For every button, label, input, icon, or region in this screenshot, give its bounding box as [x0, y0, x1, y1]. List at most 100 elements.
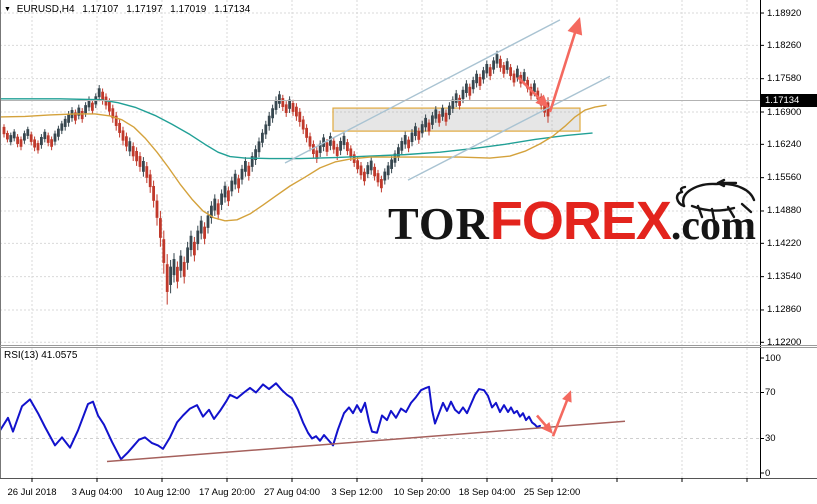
- candle-body: [46, 135, 50, 143]
- candle-body: [301, 119, 305, 130]
- candle-body: [335, 147, 339, 156]
- rsi-tick-label: 0: [765, 467, 771, 479]
- rsi-arrow-down-head: [541, 421, 553, 434]
- rsi-arrow-up-shaft: [551, 395, 571, 437]
- candle-body: [121, 130, 125, 141]
- candle-body: [176, 266, 179, 282]
- candle-body: [492, 60, 495, 70]
- candle-body: [26, 129, 30, 136]
- candle-body: [349, 148, 353, 158]
- candle-body: [424, 117, 427, 128]
- candle-body: [543, 103, 546, 113]
- candle-body: [162, 239, 166, 263]
- watermark-text-tor: TOR: [388, 198, 490, 249]
- candle-body: [12, 131, 16, 139]
- candle-body: [16, 136, 19, 144]
- candle-body: [261, 132, 264, 143]
- candle-body: [499, 58, 502, 68]
- candle-body: [128, 141, 132, 152]
- candle-body: [84, 105, 87, 114]
- candle-body: [312, 144, 315, 155]
- candle-body: [216, 203, 220, 215]
- candle-body: [482, 70, 485, 80]
- candle-body: [135, 151, 138, 162]
- candle-body: [441, 107, 444, 117]
- candle-body: [451, 99, 455, 109]
- ohlc-open: 1.17107: [82, 4, 119, 15]
- time-tick-label: 18 Sep 04:00: [458, 487, 516, 498]
- candle-body: [356, 160, 359, 170]
- candle-body: [186, 247, 189, 263]
- candle-body: [172, 259, 176, 276]
- symbol-name: EURUSD,H4: [16, 4, 75, 15]
- candle-body: [6, 132, 9, 140]
- ma-slow-line: [0, 98, 593, 160]
- candle-body: [339, 141, 342, 151]
- candle-body: [366, 165, 370, 175]
- candle-body: [155, 200, 159, 218]
- price-tick-label: 1.16900: [767, 106, 802, 118]
- candle-body: [36, 143, 40, 151]
- candle-body: [80, 111, 84, 120]
- candle-body: [437, 114, 441, 123]
- candle-body: [77, 107, 81, 116]
- candle-body: [444, 112, 448, 122]
- candle-body: [393, 153, 397, 163]
- candle-body: [165, 264, 169, 292]
- candle-body: [458, 97, 461, 106]
- candle-body: [284, 104, 288, 113]
- candle-body: [50, 139, 53, 147]
- bull-logo-icon: [675, 178, 756, 221]
- price-tick-label: 1.18920: [767, 7, 802, 19]
- candle-body: [108, 101, 111, 112]
- candle-body: [295, 106, 298, 117]
- candle-body: [522, 72, 526, 82]
- price-tick-label: 1.17580: [767, 73, 802, 85]
- candle-body: [485, 63, 489, 74]
- time-tick-label: 3 Aug 04:00: [71, 487, 123, 498]
- candle-body: [111, 108, 115, 119]
- candle-body: [346, 142, 349, 152]
- candle-body: [159, 218, 162, 238]
- rsi-indicator-label: RSI(13) 41.0575: [4, 350, 78, 361]
- candle-body: [23, 133, 26, 141]
- candle-body: [257, 141, 261, 153]
- candle-body: [118, 122, 121, 133]
- candle-body: [407, 139, 410, 149]
- time-tick-label: 25 Sep 12:00: [523, 487, 581, 498]
- candle-body: [131, 146, 135, 157]
- candle-body: [502, 65, 506, 74]
- candle-body: [448, 105, 451, 116]
- candle-body: [475, 73, 478, 84]
- symbol-header: ▼ EURUSD,H4 1.17107 1.17197 1.17019 1.17…: [4, 4, 255, 15]
- torforex-watermark: TOR FOREX .com: [388, 178, 756, 252]
- candle-body: [206, 215, 210, 228]
- candle-body: [526, 79, 529, 89]
- price-tick-label: 1.14220: [767, 237, 802, 249]
- time-tick-label: 3 Sep 12:00: [331, 487, 383, 498]
- candle-body: [369, 160, 373, 171]
- candle-body: [478, 77, 482, 86]
- candle-body: [471, 80, 475, 90]
- price-tick-label: 1.18260: [767, 39, 802, 51]
- price-tick-label: 1.16240: [767, 138, 802, 150]
- price-tick-label: 1.12200: [767, 336, 802, 348]
- candle-body: [101, 91, 104, 101]
- candle-body: [97, 88, 101, 98]
- candle-body: [237, 178, 240, 189]
- candle-body: [87, 99, 91, 108]
- candle-body: [308, 136, 312, 147]
- ohlc-high: 1.17197: [126, 4, 163, 15]
- candle-body: [315, 150, 319, 160]
- rsi-line: [0, 382, 541, 461]
- time-tick-label: 26 Jul 2018: [7, 487, 57, 498]
- candle-body: [505, 61, 509, 70]
- candle-body: [359, 165, 363, 176]
- candle-body: [468, 86, 472, 96]
- channel-trendline: [284, 19, 561, 164]
- candle-body: [516, 68, 519, 78]
- candle-body: [57, 128, 60, 137]
- candle-body: [138, 156, 142, 167]
